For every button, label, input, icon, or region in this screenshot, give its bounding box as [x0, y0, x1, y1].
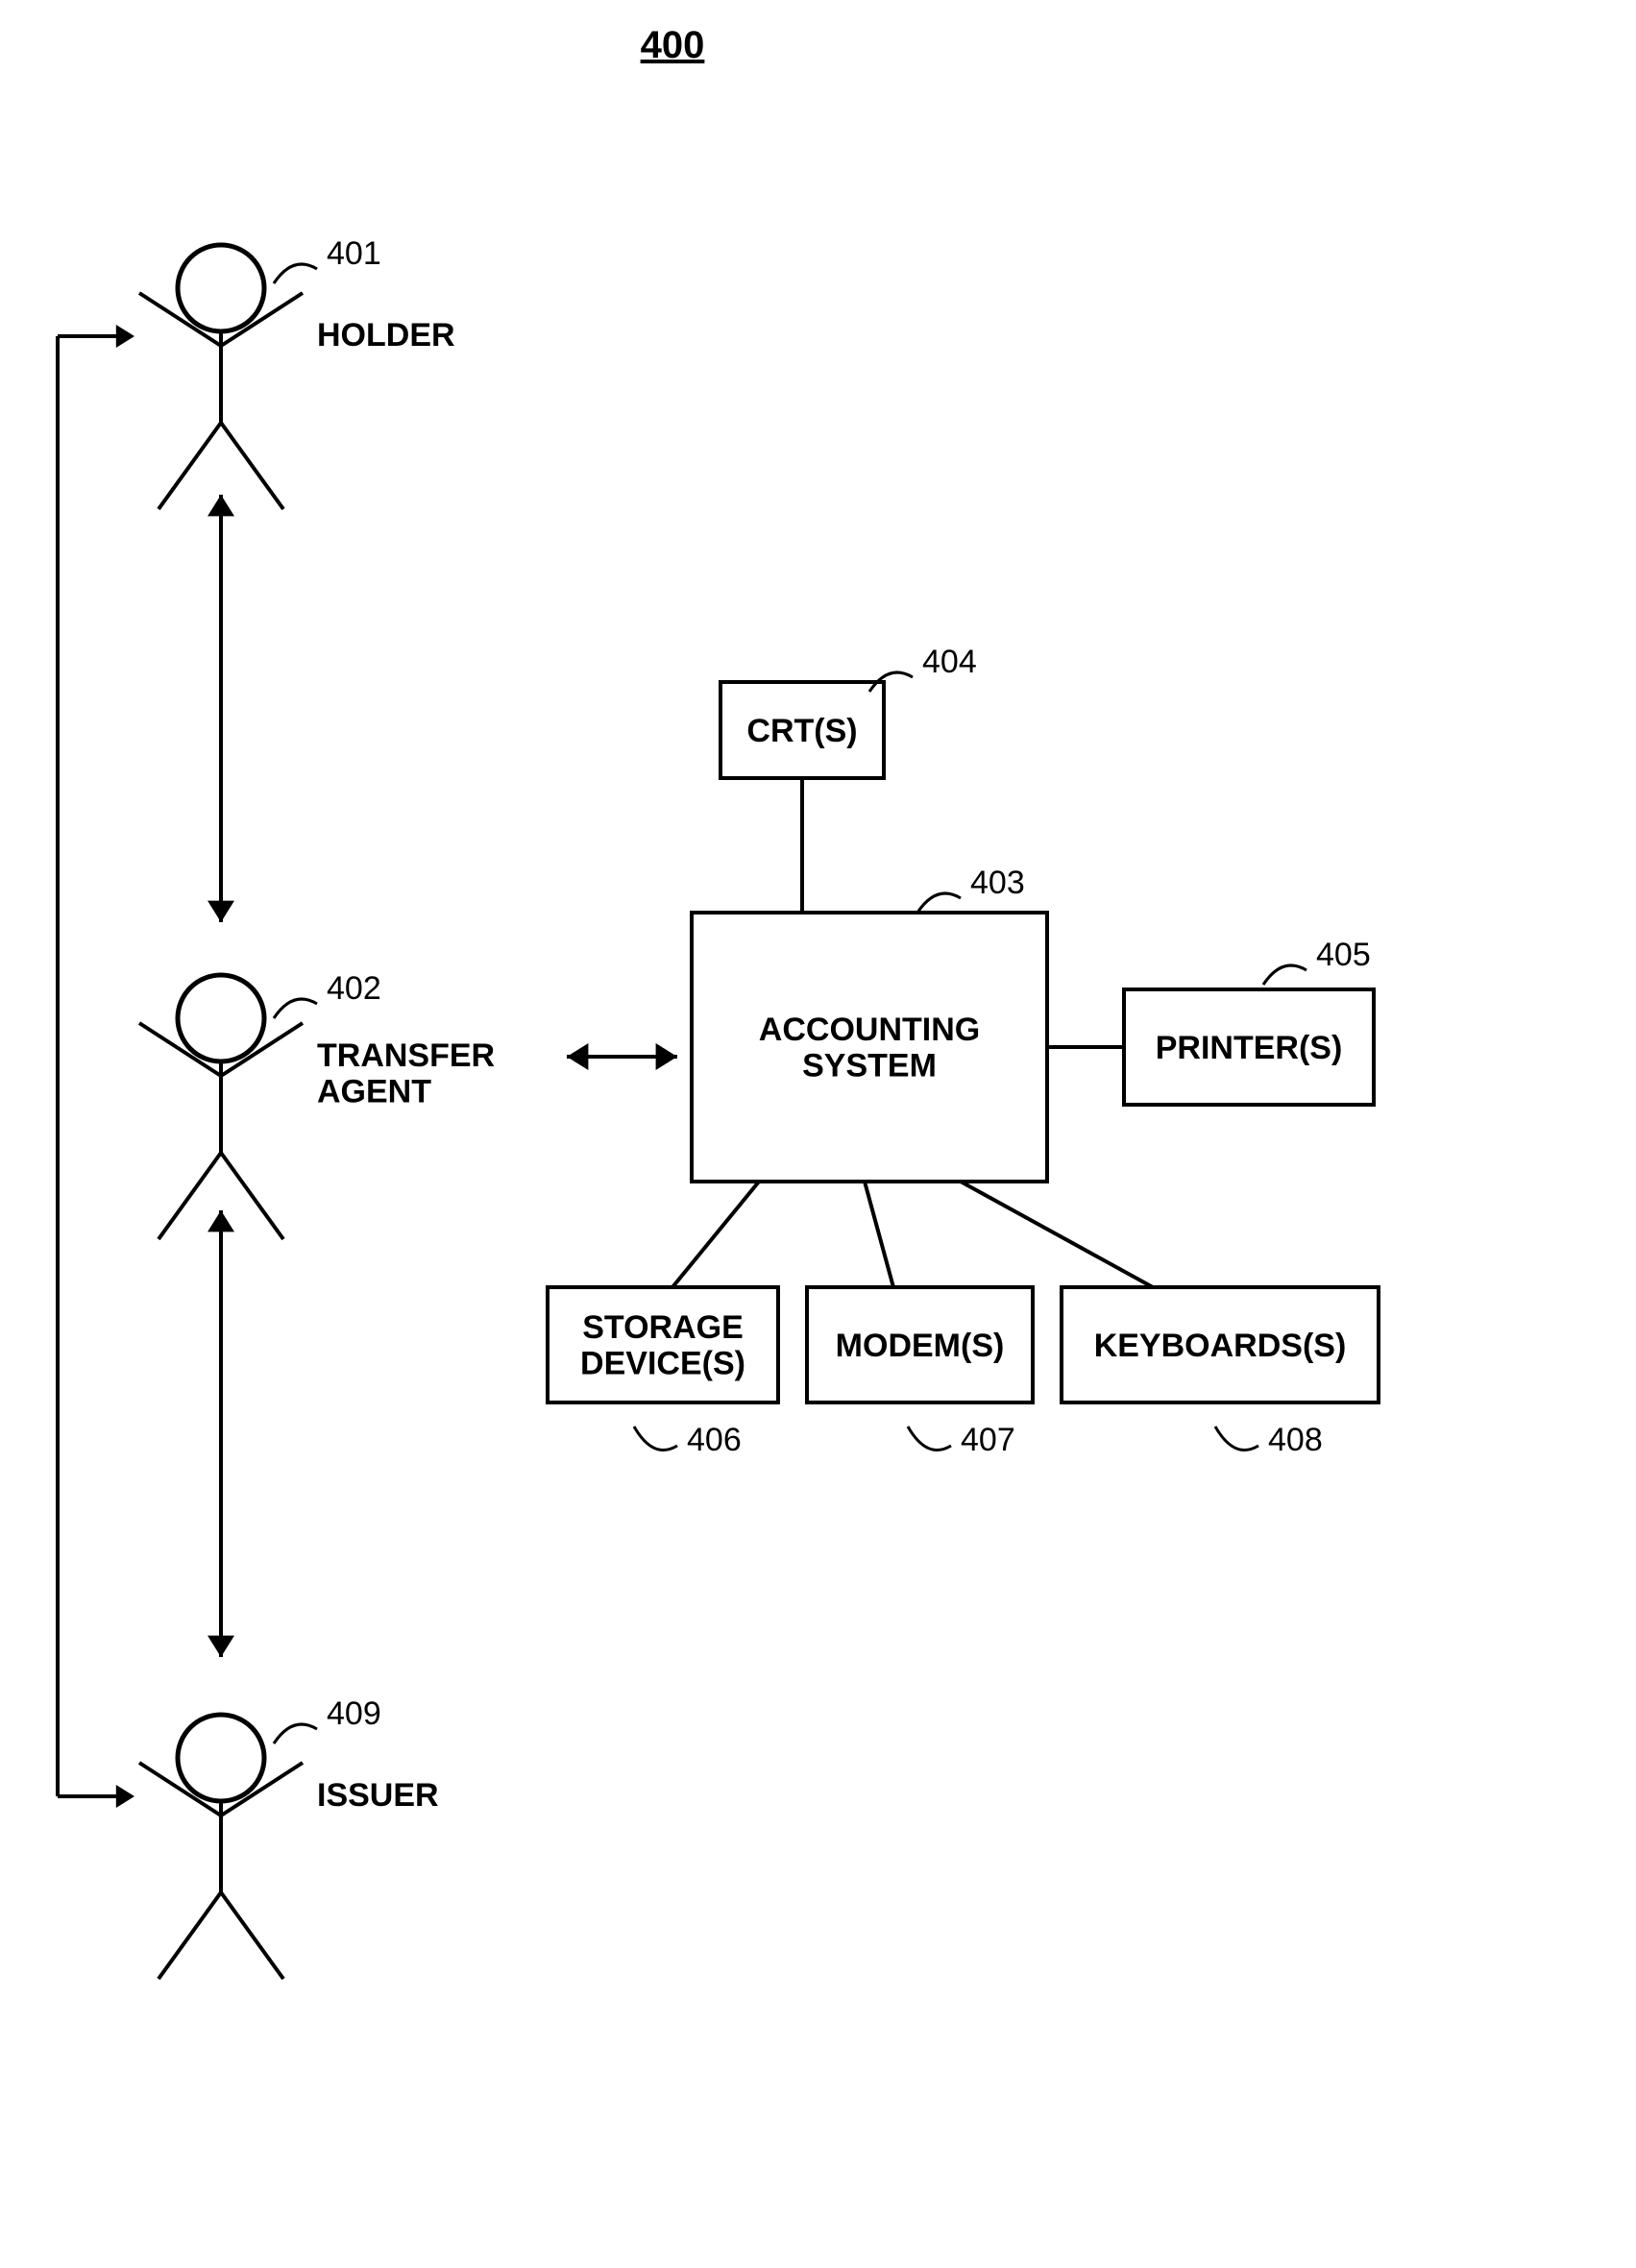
printer-ref: 405	[1316, 937, 1371, 973]
crt-ref: 404	[922, 644, 977, 680]
modem-ref: 407	[961, 1422, 1015, 1458]
modem-label: MODEM(S)	[836, 1328, 1005, 1364]
issuer-ref: 409	[327, 1695, 381, 1732]
accounting-ref: 403	[970, 865, 1025, 901]
issuer-label: ISSUER	[317, 1777, 439, 1814]
printer-label: PRINTER(S)	[1156, 1030, 1343, 1066]
diagram-canvas: 400 401 HOLDER 402 TRANSFERAGENT 409 ISSUER CR…	[0, 0, 1636, 2268]
connector-2	[672, 1182, 759, 1287]
holder-ref: 401	[327, 235, 381, 272]
keyboard-ref: 408	[1268, 1422, 1323, 1458]
keyboard-label: KEYBOARDS(S)	[1094, 1328, 1347, 1364]
connector-3	[865, 1182, 893, 1287]
storage-label: STORAGEDEVICE(S)	[580, 1309, 745, 1381]
holder-actor	[139, 245, 303, 509]
transfer-agent-label: TRANSFERAGENT	[317, 1037, 495, 1110]
issuer-actor	[139, 1715, 303, 1979]
diagram-title: 400	[641, 24, 705, 66]
transfer-agent-ref: 402	[327, 970, 381, 1007]
holder-label: HOLDER	[317, 317, 455, 354]
crt-label: CRT(S)	[746, 713, 857, 749]
connector-4	[961, 1182, 1153, 1287]
storage-ref: 406	[687, 1422, 742, 1458]
